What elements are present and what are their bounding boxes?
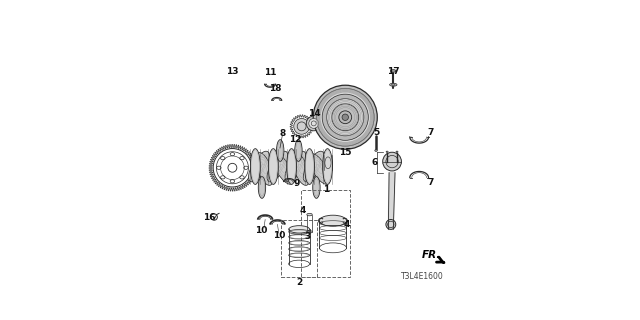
Circle shape — [313, 85, 378, 149]
Circle shape — [332, 104, 358, 131]
Text: 15: 15 — [339, 148, 351, 157]
Text: 1: 1 — [323, 185, 329, 195]
Ellipse shape — [323, 149, 332, 184]
Ellipse shape — [295, 140, 302, 161]
Text: 2: 2 — [296, 278, 302, 287]
Circle shape — [316, 88, 374, 146]
Text: 4: 4 — [300, 206, 306, 215]
Ellipse shape — [273, 154, 294, 184]
Ellipse shape — [396, 151, 398, 152]
Ellipse shape — [324, 156, 332, 170]
Text: 6: 6 — [371, 157, 378, 167]
Ellipse shape — [386, 151, 388, 152]
Text: 14: 14 — [308, 109, 321, 118]
Text: 7: 7 — [427, 178, 433, 187]
Text: T3L4E1600: T3L4E1600 — [401, 272, 444, 281]
Ellipse shape — [267, 151, 288, 182]
Ellipse shape — [256, 153, 273, 185]
Text: 8: 8 — [279, 129, 285, 138]
Ellipse shape — [303, 151, 324, 182]
Text: 11: 11 — [264, 68, 276, 77]
Ellipse shape — [307, 213, 312, 216]
Circle shape — [386, 220, 396, 229]
Ellipse shape — [390, 83, 397, 86]
Ellipse shape — [390, 70, 396, 72]
Ellipse shape — [276, 140, 284, 161]
Bar — [281, 220, 317, 277]
Ellipse shape — [250, 149, 260, 184]
Text: 4: 4 — [344, 220, 350, 229]
Text: 7: 7 — [427, 128, 433, 137]
Text: 3: 3 — [304, 232, 310, 241]
Ellipse shape — [259, 177, 266, 198]
Circle shape — [326, 99, 364, 136]
Bar — [301, 190, 350, 277]
Text: 16: 16 — [203, 212, 216, 221]
Text: 5: 5 — [373, 128, 379, 137]
Ellipse shape — [305, 149, 314, 184]
Polygon shape — [388, 173, 395, 229]
Text: 10: 10 — [255, 226, 268, 235]
Circle shape — [307, 116, 321, 131]
Ellipse shape — [292, 153, 310, 185]
Circle shape — [383, 152, 401, 171]
Ellipse shape — [309, 154, 330, 184]
Ellipse shape — [289, 226, 310, 233]
Text: FR.: FR. — [422, 250, 441, 260]
Ellipse shape — [248, 151, 269, 182]
Ellipse shape — [287, 149, 296, 184]
Circle shape — [294, 118, 310, 134]
Text: 18: 18 — [269, 84, 281, 93]
Text: 13: 13 — [226, 67, 239, 76]
Text: 12: 12 — [289, 135, 301, 144]
Ellipse shape — [319, 215, 346, 226]
Circle shape — [308, 118, 319, 128]
Circle shape — [342, 114, 348, 120]
Ellipse shape — [313, 177, 320, 198]
Text: 9: 9 — [294, 179, 300, 188]
Ellipse shape — [375, 150, 378, 151]
Text: 10: 10 — [273, 231, 285, 240]
Ellipse shape — [268, 149, 278, 184]
Text: 17: 17 — [387, 67, 399, 76]
Circle shape — [322, 94, 368, 140]
Circle shape — [339, 111, 351, 124]
Ellipse shape — [285, 151, 306, 182]
